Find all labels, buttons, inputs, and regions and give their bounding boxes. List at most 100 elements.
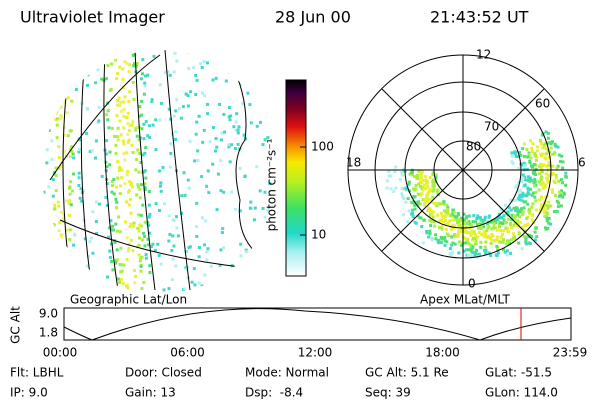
aurora-pixel xyxy=(98,58,102,62)
aurora-pixel xyxy=(522,161,526,165)
aurora-pixel xyxy=(560,189,563,193)
aurora-pixel xyxy=(442,220,445,223)
aurora-pixel xyxy=(561,166,565,170)
aurora-pixel xyxy=(218,263,222,267)
aurora-pixel xyxy=(267,268,271,272)
aurora-pixel xyxy=(266,208,269,212)
aurora-pixel xyxy=(66,96,70,100)
aurora-pixel xyxy=(214,137,218,141)
aurora-pixel xyxy=(135,134,139,138)
aurora-pixel xyxy=(414,184,418,187)
aurora-pixel xyxy=(123,182,127,186)
aurora-pixel xyxy=(139,224,143,228)
aurora-pixel xyxy=(147,203,151,207)
aurora-pixel xyxy=(430,213,434,217)
aurora-pixel xyxy=(245,250,249,254)
aurora-pixel xyxy=(481,233,485,237)
aurora-pixel xyxy=(122,152,126,156)
aurora-pixel xyxy=(534,199,538,203)
aurora-pixel xyxy=(517,230,521,234)
aurora-pixel xyxy=(57,99,61,103)
aurora-pixel xyxy=(526,202,530,206)
aurora-pixel xyxy=(88,274,92,278)
aurora-pixel xyxy=(487,214,491,218)
aurora-pixel xyxy=(449,214,453,218)
colorbar xyxy=(285,79,307,277)
aurora-pixel xyxy=(175,98,179,102)
aurora-pixel xyxy=(236,66,240,70)
aurora-pixel xyxy=(455,233,458,237)
aurora-pixel xyxy=(112,178,116,181)
aurora-pixel xyxy=(544,164,548,168)
aurora-pixel xyxy=(413,207,417,211)
aurora-pixel xyxy=(424,179,428,183)
aurora-pixel xyxy=(54,109,57,113)
aurora-pixel xyxy=(232,125,236,129)
aurora-pixel xyxy=(59,268,63,272)
aurora-pixel xyxy=(427,197,431,201)
aurora-pixel xyxy=(100,57,104,61)
aurora-pixel xyxy=(543,209,547,213)
aurora-pixel xyxy=(554,144,558,148)
aurora-pixel xyxy=(94,139,98,143)
aurora-pixel xyxy=(540,195,543,199)
aurora-pixel xyxy=(419,176,423,179)
aurora-pixel xyxy=(443,243,447,247)
aurora-pixel xyxy=(423,198,427,202)
aurora-pixel xyxy=(219,159,223,163)
aurora-pixel xyxy=(547,217,551,220)
aurora-pixel xyxy=(516,155,520,158)
aurora-pixel xyxy=(147,215,151,219)
aurora-pixel xyxy=(457,218,461,222)
aurora-pixel xyxy=(59,164,63,168)
aurora-pixel xyxy=(122,142,126,146)
aurora-pixel xyxy=(417,182,421,186)
aurora-pixel xyxy=(58,287,62,291)
aurora-pixel xyxy=(185,268,189,272)
aurora-pixel xyxy=(136,245,140,249)
aurora-pixel xyxy=(195,235,199,238)
aurora-pixel xyxy=(428,175,432,179)
aurora-pixel xyxy=(53,88,57,92)
aurora-pixel xyxy=(106,275,109,279)
aurora-pixel xyxy=(551,152,555,156)
altitude-x-label: 18:00 xyxy=(425,346,460,360)
aurora-pixel xyxy=(467,248,471,252)
aurora-pixel xyxy=(555,199,559,203)
aurora-pixel xyxy=(446,207,450,211)
aurora-pixel xyxy=(456,232,460,236)
aurora-pixel xyxy=(56,200,60,204)
aurora-pixel xyxy=(60,114,64,118)
aurora-pixel xyxy=(530,178,534,182)
aurora-pixel xyxy=(77,150,81,154)
aurora-pixel xyxy=(122,108,126,111)
aurora-pixel xyxy=(66,134,70,138)
aurora-pixel xyxy=(146,134,150,138)
aurora-pixel xyxy=(144,74,148,78)
aurora-pixel xyxy=(118,192,122,196)
aurora-pixel xyxy=(427,209,431,212)
aurora-pixel xyxy=(498,225,501,229)
aurora-pixel xyxy=(520,198,524,202)
aurora-pixel xyxy=(530,147,534,150)
aurora-pixel xyxy=(140,99,144,103)
aurora-pixel xyxy=(127,247,131,251)
aurora-pixel xyxy=(114,261,118,265)
aurora-pixel xyxy=(143,186,147,190)
aurora-pixel xyxy=(61,80,65,84)
aurora-pixel xyxy=(70,149,74,153)
aurora-pixel xyxy=(544,204,548,207)
aurora-pixel xyxy=(106,108,110,112)
aurora-pixel xyxy=(530,218,534,222)
aurora-pixel xyxy=(169,142,173,146)
aurora-pixel xyxy=(499,235,503,239)
aurora-pixel xyxy=(457,220,461,223)
aurora-pixel xyxy=(521,176,525,180)
aurora-pixel xyxy=(141,153,145,157)
aurora-pixel xyxy=(47,282,50,286)
aurora-pixel xyxy=(236,131,240,135)
aurora-pixel xyxy=(124,115,128,119)
aurora-pixel xyxy=(237,57,241,61)
aurora-pixel xyxy=(436,188,440,192)
aurora-pixel xyxy=(59,105,63,109)
